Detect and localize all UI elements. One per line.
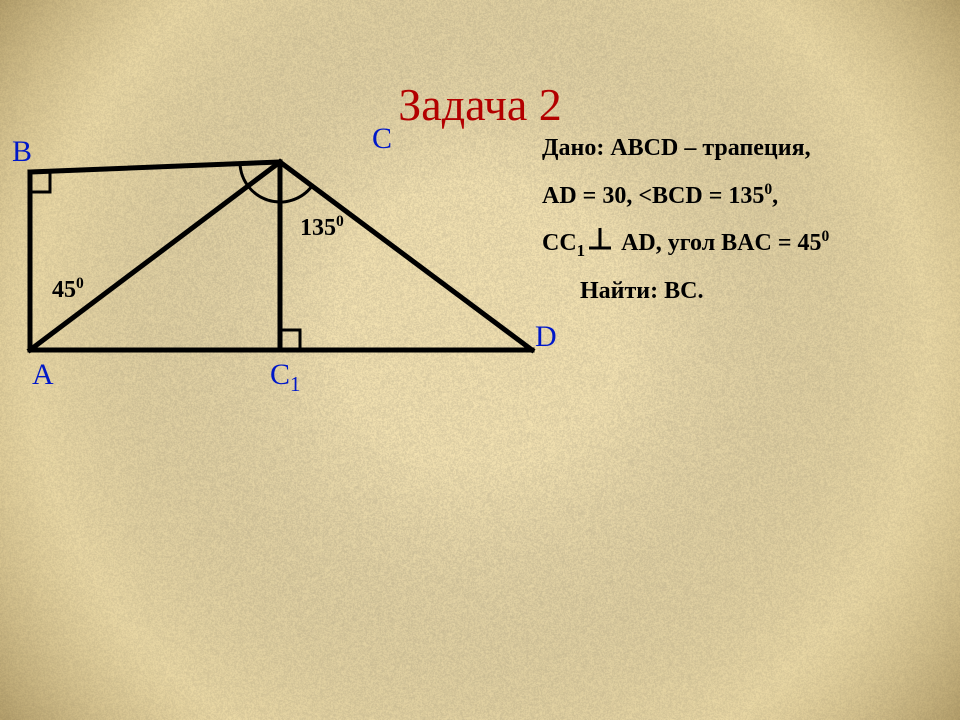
given-line-1: Дано: ABCD – трапеция,: [542, 135, 811, 162]
vertex-label-c: C: [372, 122, 392, 156]
vertex-label-d: D: [535, 320, 557, 354]
vertex-label-b: B: [12, 135, 32, 169]
given-line-3: CC1 AD, угол BAC = 450: [542, 228, 829, 261]
vertex-label-a: A: [32, 358, 54, 392]
vertex-label-c1: C1: [270, 358, 301, 397]
find-line: Найти: BC.: [580, 278, 703, 305]
angle-135-label: 1350: [300, 213, 344, 242]
slide-stage: Задача 2 A B C D C1 450 1350 Дано: ABCD …: [0, 0, 960, 720]
problem-title: Задача 2: [0, 78, 960, 131]
angle-45-label: 450: [52, 275, 84, 304]
given-line-2: AD = 30, <BCD = 1350,: [542, 181, 778, 210]
